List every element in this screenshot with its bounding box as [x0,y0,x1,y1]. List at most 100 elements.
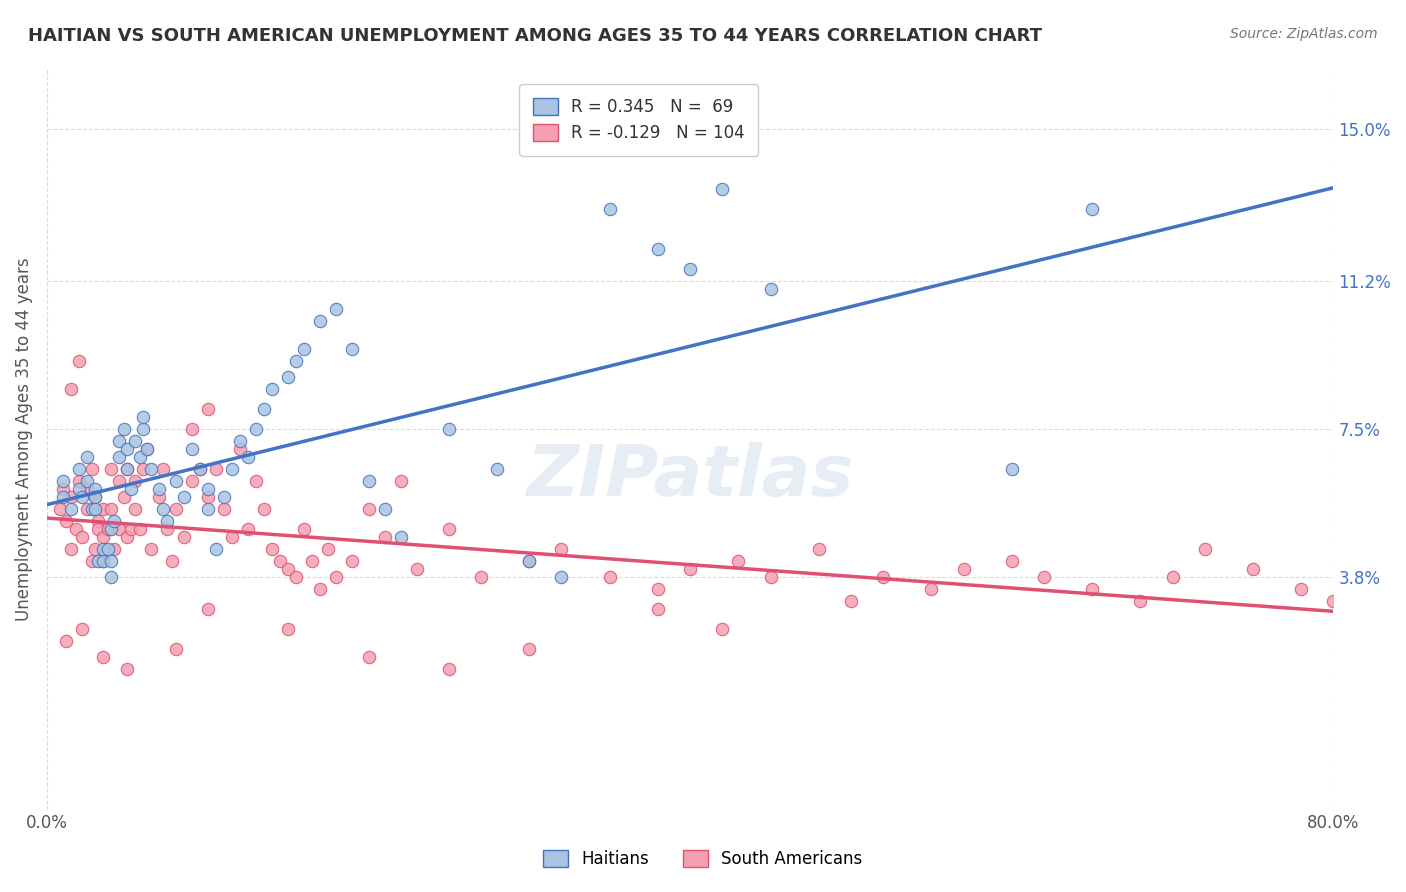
Point [60,382,83,396]
Point [727,554,749,568]
Point [405,562,427,576]
Point [91,650,114,665]
Point [67,482,90,496]
Point [212,502,235,516]
Point [180,422,202,436]
Point [920,582,942,597]
Point [52,474,75,488]
Point [117,662,139,676]
Point [204,542,226,557]
Point [285,354,308,368]
Point [103,514,125,528]
Point [807,542,830,557]
Point [52,482,75,496]
Point [124,502,146,516]
Point [84,502,107,516]
Point [132,409,155,424]
Point [759,570,782,584]
Legend: R = 0.345   N =  69, R = -0.129   N = 104: R = 0.345 N = 69, R = -0.129 N = 104 [519,84,758,155]
Point [76,482,98,496]
Point [108,522,131,536]
Point [342,554,364,568]
Point [1289,582,1312,597]
Point [80,554,103,568]
Point [165,502,187,516]
Point [389,530,412,544]
Point [1001,462,1024,476]
Point [647,602,669,616]
Point [1161,570,1184,584]
Point [679,562,702,576]
Text: HAITIAN VS SOUTH AMERICAN UNEMPLOYMENT AMONG AGES 35 TO 44 YEARS CORRELATION CHA: HAITIAN VS SOUTH AMERICAN UNEMPLOYMENT A… [28,27,1042,45]
Point [180,474,202,488]
Point [221,462,243,476]
Point [135,442,157,456]
Point [91,554,114,568]
Point [711,622,734,636]
Point [212,490,235,504]
Point [1032,570,1054,584]
Point [162,554,184,568]
Point [1194,542,1216,557]
Point [132,462,155,476]
Point [124,474,146,488]
Point [253,502,276,516]
Point [141,462,163,476]
Point [342,342,364,356]
Point [60,490,83,504]
Point [285,570,308,584]
Point [112,422,135,436]
Point [647,582,669,597]
Point [84,482,107,496]
Point [292,522,315,536]
Point [72,490,94,504]
Point [759,282,782,296]
Point [117,530,139,544]
Point [470,570,492,584]
Point [100,570,122,584]
Point [197,490,219,504]
Point [80,462,103,476]
Point [277,370,299,384]
Point [325,570,347,584]
Point [152,462,174,476]
Point [60,502,83,516]
Point [129,522,152,536]
Point [204,462,226,476]
Point [60,542,83,557]
Point [91,502,114,516]
Point [245,422,267,436]
Point [245,474,267,488]
Point [309,582,332,597]
Point [1081,582,1104,597]
Point [132,422,155,436]
Point [357,650,380,665]
Point [253,402,276,417]
Point [120,482,142,496]
Point [277,562,299,576]
Point [188,462,211,476]
Point [87,522,110,536]
Point [67,474,90,488]
Point [87,514,110,528]
Point [100,554,122,568]
Point [97,522,120,536]
Point [103,542,125,557]
Point [357,474,380,488]
Point [188,462,211,476]
Point [374,530,396,544]
Point [711,182,734,196]
Point [389,474,412,488]
Point [173,530,195,544]
Point [599,570,621,584]
Point [260,542,283,557]
Point [100,462,122,476]
Point [236,522,259,536]
Point [839,594,862,608]
Point [165,474,187,488]
Point [72,622,94,636]
Point [100,502,122,516]
Point [292,342,315,356]
Point [1001,554,1024,568]
Point [1081,202,1104,216]
